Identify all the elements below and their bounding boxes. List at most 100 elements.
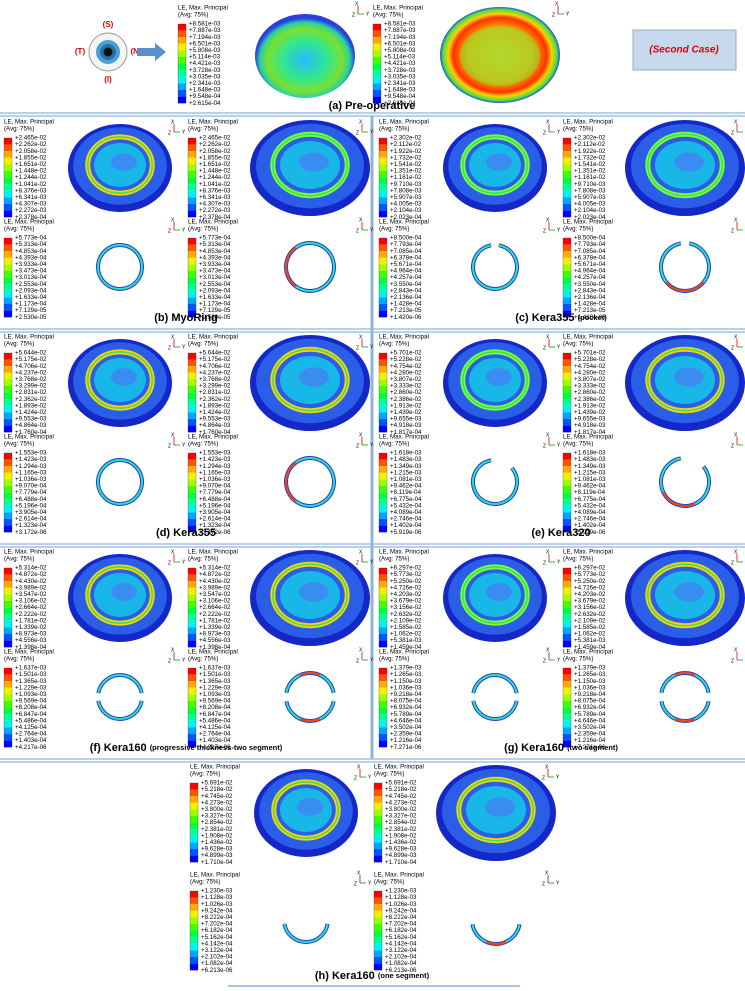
colorbar-band [379,251,387,258]
legend-value: +9.548e-04 [189,93,221,100]
legend-value: +1.398e-04 [199,644,231,651]
colorbar-band [379,304,387,311]
colorbar-band [4,304,12,311]
ring-hotspot [285,461,297,503]
legend-avg: (Avg: 75%) [4,126,35,133]
legend-value: +5.114e-03 [384,54,416,61]
legend-value: +2.553e-04 [199,281,231,288]
colorbar-band [4,634,12,641]
legend-value: +1.633e-04 [15,294,47,301]
colorbar-band [563,601,571,608]
colorbar-band [188,587,196,595]
legend-value: +5.907e-03 [574,194,606,201]
colorbar-frame [562,452,572,533]
legend-value: +1.036e-03 [199,476,231,483]
legend-value: +3.172e-06 [15,529,47,536]
legend-value: +3.728e-03 [384,67,416,74]
colorbar-band [379,144,387,152]
ring-segment [282,923,330,944]
colorbar-band [4,372,12,380]
legend-value: +5.671e-04 [390,261,422,268]
cornea-contour [674,152,704,172]
legend-avg: (Avg: 75%) [188,226,219,233]
triad-label: Z [731,130,734,136]
colorbar-band [4,210,12,218]
triad-label: X [171,432,175,438]
colorbar-band [188,581,196,588]
cornea-contour [272,133,348,197]
legend-value: +9.070e-04 [199,483,231,490]
colorbar-band [563,727,571,734]
colorbar-band [188,720,196,728]
colorbar-band [373,24,381,31]
colorbar-band [379,466,387,473]
legend-value: +2.465e-02 [15,135,47,142]
legend-value: +3.807e-02 [574,376,606,383]
ring-segment [285,700,335,722]
colorbar-band [379,512,387,519]
colorbar-band [563,297,571,304]
legend-value: +4.237e-02 [15,369,47,376]
legend-value: +8.376e-03 [15,187,47,194]
ring-segment [659,700,711,723]
colorbar-band [563,620,571,628]
legend-value: +3.502e-04 [390,724,422,731]
colorbar-frame [562,137,572,218]
colorbar-band [563,138,571,145]
legend-value: +3.327e-02 [201,813,233,820]
colorbar-band [379,405,387,413]
colorbar-band [188,472,196,480]
legend-value: +3.013e-04 [15,274,47,281]
triad-label: Z [356,228,359,234]
legend-value: +3.473e-04 [15,268,47,275]
triad-label: X [171,549,175,555]
legend-avg: (Avg: 75%) [563,126,594,133]
caption-main: (d) Kera355 [156,527,216,539]
colorbar-band [379,694,387,701]
colorbar-band [4,238,12,245]
colorbar-band [379,204,387,211]
ring-segment [659,671,711,694]
legend-value: +3.679e-02 [390,598,422,605]
legend-avg: (Avg: 75%) [190,879,221,886]
colorbar-band [178,24,186,31]
colorbar-band [190,789,198,797]
ring-segment [472,244,518,290]
colorbar-band [379,138,387,145]
colorbar-frame [378,137,388,218]
legend-value: +4.089e-04 [390,509,422,516]
legend-value: +3.550e-04 [574,281,606,288]
colorbar-band [563,177,571,185]
legend-value: +3.807e-02 [390,376,422,383]
legend-value: +1.339e-02 [199,624,231,631]
legend-value: +1.618e-03 [390,450,422,457]
colorbar-band [178,90,186,97]
legend-value: +1.651e-02 [199,161,231,168]
colorbar-band [374,937,382,944]
colorbar-band [379,640,387,648]
legend-value: +4.430e-02 [15,578,47,585]
ring-segment [660,700,710,722]
legend-value: +1.908e-02 [385,832,417,839]
colorbar-band [563,419,571,426]
legend-value: +1.781e-02 [15,617,47,624]
colorbar-band [188,714,196,721]
legend-value: +6.341e-03 [15,194,47,201]
colorbar-band [178,43,186,51]
cornea-contour [299,367,329,387]
colorbar-frame [3,452,13,533]
ring-hotspot [485,940,507,945]
legend-value: +5.381e-03 [390,637,422,644]
legend-value: +1.732e-02 [574,154,606,161]
legend-value: +9.548e-04 [384,93,416,100]
colorbar-band [190,796,198,803]
legend-value: +3.768e-02 [15,376,47,383]
triad-label: Y [370,227,374,233]
colorbar-band [563,512,571,519]
colorbar-frame [187,137,197,218]
legend-value: +1.459e-04 [390,644,422,651]
triad-label: Y [182,129,186,135]
colorbar-band [4,271,12,278]
legend-value: +3.333e-02 [574,383,606,390]
colorbar-band [563,412,571,419]
